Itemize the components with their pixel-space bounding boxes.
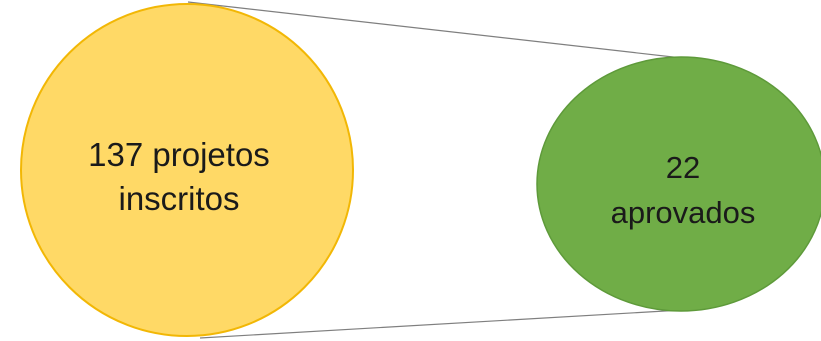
large-circle [20, 3, 354, 337]
small-circle [536, 56, 821, 312]
small-circle-label-line2: aprovados [611, 195, 756, 230]
connector-line-bottom [199, 309, 683, 339]
connector-line-top [187, 1, 683, 59]
large-circle-label-line2: inscritos [118, 180, 239, 217]
small-circle-label-line1: 22 [666, 150, 700, 185]
large-circle-label-line1: 137 projetos [88, 136, 270, 173]
